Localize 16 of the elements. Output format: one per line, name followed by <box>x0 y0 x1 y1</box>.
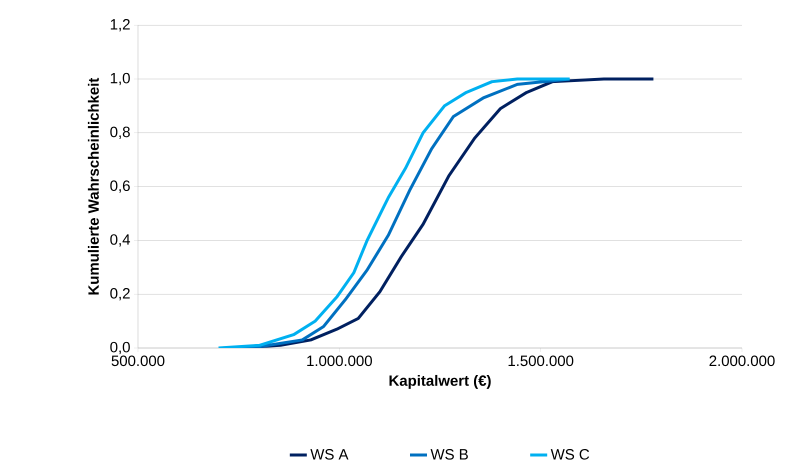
x-tick-label: 500.000 <box>112 356 164 366</box>
legend-label: WS C <box>550 449 590 460</box>
y-tick-label: 1,2 <box>110 19 130 32</box>
y-tick-label: 0,6 <box>110 180 130 193</box>
legend-label: WS A <box>310 449 348 460</box>
legend-label: WS B <box>430 449 468 460</box>
x-tick-label: 1.000.000 <box>307 356 372 366</box>
y-tick-label: 0,8 <box>110 126 130 139</box>
y-axis-title: Kumulierte Wahrscheinlichkeit <box>88 78 99 295</box>
x-axis-title: Kapitalwert (€) <box>390 374 491 389</box>
x-tick-label: 2.000.000 <box>710 356 775 366</box>
x-tick-label: 1.500.000 <box>508 356 574 366</box>
y-tick-label: 0,4 <box>110 234 130 247</box>
y-tick-label: 0,0 <box>110 342 130 354</box>
y-tick-label: 1,0 <box>110 72 130 86</box>
y-tick-label: 0,2 <box>110 288 130 300</box>
